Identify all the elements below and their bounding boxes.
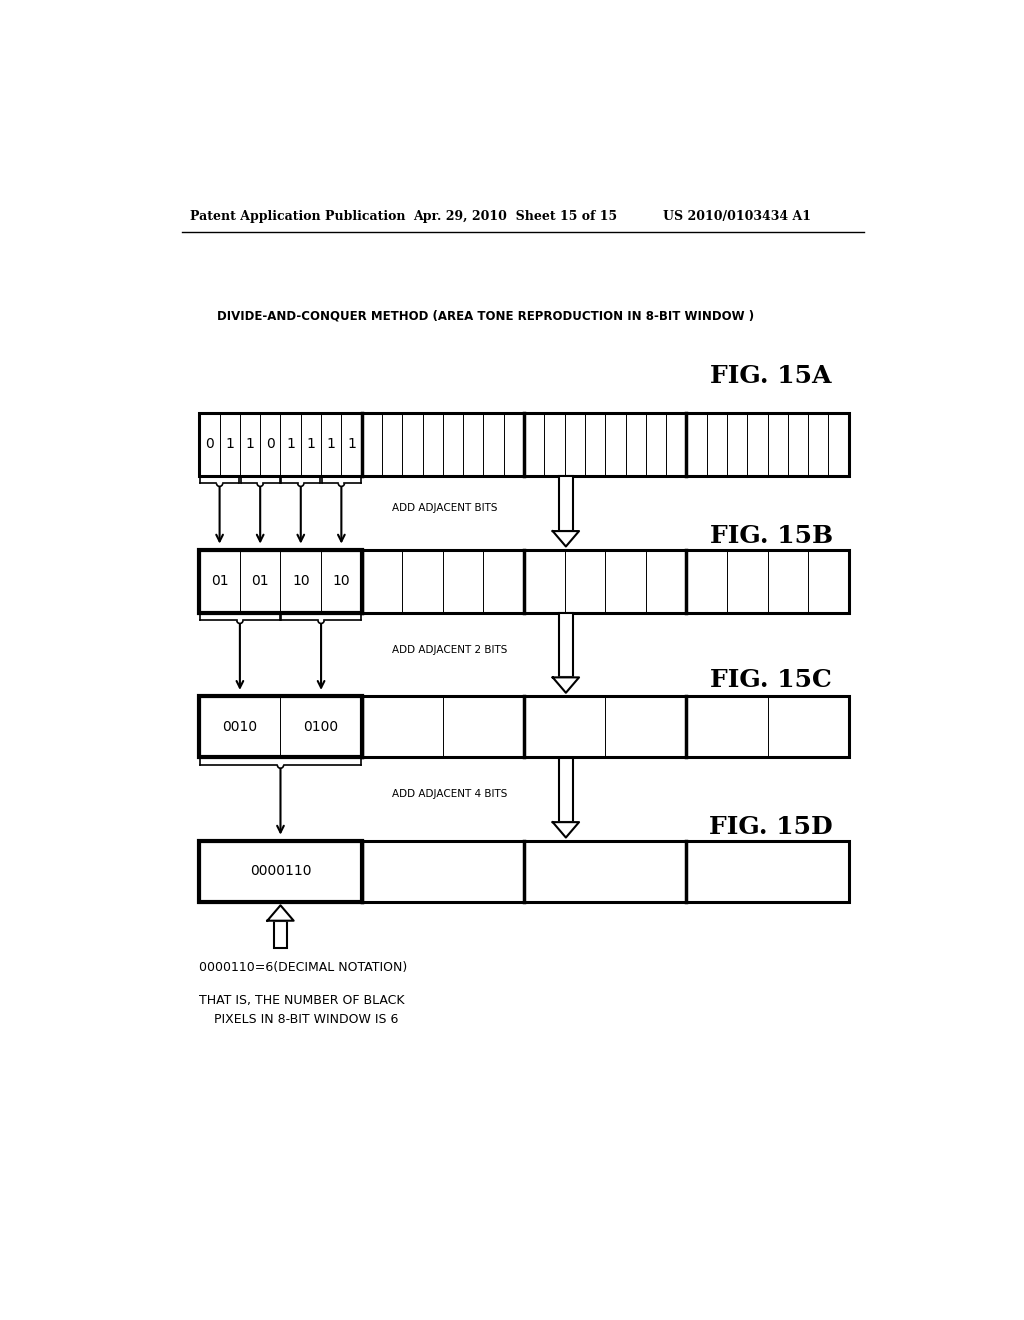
Text: 1: 1 xyxy=(347,437,356,451)
Text: 1: 1 xyxy=(225,437,234,451)
Bar xyxy=(200,841,361,903)
Text: FIG. 15C: FIG. 15C xyxy=(711,668,833,693)
Text: 1: 1 xyxy=(327,437,336,451)
Text: Apr. 29, 2010  Sheet 15 of 15: Apr. 29, 2010 Sheet 15 of 15 xyxy=(414,210,617,223)
Text: 0000110: 0000110 xyxy=(250,865,311,878)
Text: DIVIDE-AND-CONQUER METHOD (AREA TONE REPRODUCTION IN 8-BIT WINDOW ): DIVIDE-AND-CONQUER METHOD (AREA TONE REP… xyxy=(217,310,755,323)
Polygon shape xyxy=(553,677,579,693)
Bar xyxy=(559,614,572,677)
Text: ADD ADJACENT BITS: ADD ADJACENT BITS xyxy=(391,503,497,513)
Bar xyxy=(559,477,572,531)
Bar xyxy=(200,696,849,758)
Text: FIG. 15B: FIG. 15B xyxy=(710,524,833,548)
Text: 0010: 0010 xyxy=(222,719,257,734)
Polygon shape xyxy=(553,531,579,546)
Text: 1: 1 xyxy=(246,437,255,451)
Text: FIG. 15D: FIG. 15D xyxy=(710,814,834,838)
Text: 10: 10 xyxy=(333,574,350,589)
Text: 01: 01 xyxy=(211,574,228,589)
Bar xyxy=(273,921,288,948)
Text: 0100: 0100 xyxy=(303,719,339,734)
Text: 1: 1 xyxy=(286,437,295,451)
Text: 0: 0 xyxy=(266,437,274,451)
Bar xyxy=(200,841,849,903)
Text: PIXELS IN 8-BIT WINDOW IS 6: PIXELS IN 8-BIT WINDOW IS 6 xyxy=(206,1014,398,1026)
Bar xyxy=(200,549,361,612)
Text: 0: 0 xyxy=(205,437,214,451)
Text: 10: 10 xyxy=(292,574,309,589)
Text: US 2010/0103434 A1: US 2010/0103434 A1 xyxy=(663,210,811,223)
Text: 0000110=6(DECIMAL NOTATION): 0000110=6(DECIMAL NOTATION) xyxy=(200,961,408,974)
Bar xyxy=(559,758,572,822)
Polygon shape xyxy=(267,906,294,921)
Text: 01: 01 xyxy=(251,574,269,589)
Text: 1: 1 xyxy=(306,437,315,451)
Bar xyxy=(200,549,849,612)
Text: ADD ADJACENT 2 BITS: ADD ADJACENT 2 BITS xyxy=(391,644,507,655)
Bar xyxy=(200,696,361,758)
Text: THAT IS, THE NUMBER OF BLACK: THAT IS, THE NUMBER OF BLACK xyxy=(200,994,404,1007)
Text: Patent Application Publication: Patent Application Publication xyxy=(190,210,406,223)
Polygon shape xyxy=(553,822,579,838)
Text: ADD ADJACENT 4 BITS: ADD ADJACENT 4 BITS xyxy=(391,789,507,800)
Text: FIG. 15A: FIG. 15A xyxy=(711,364,831,388)
Bar xyxy=(200,413,849,475)
